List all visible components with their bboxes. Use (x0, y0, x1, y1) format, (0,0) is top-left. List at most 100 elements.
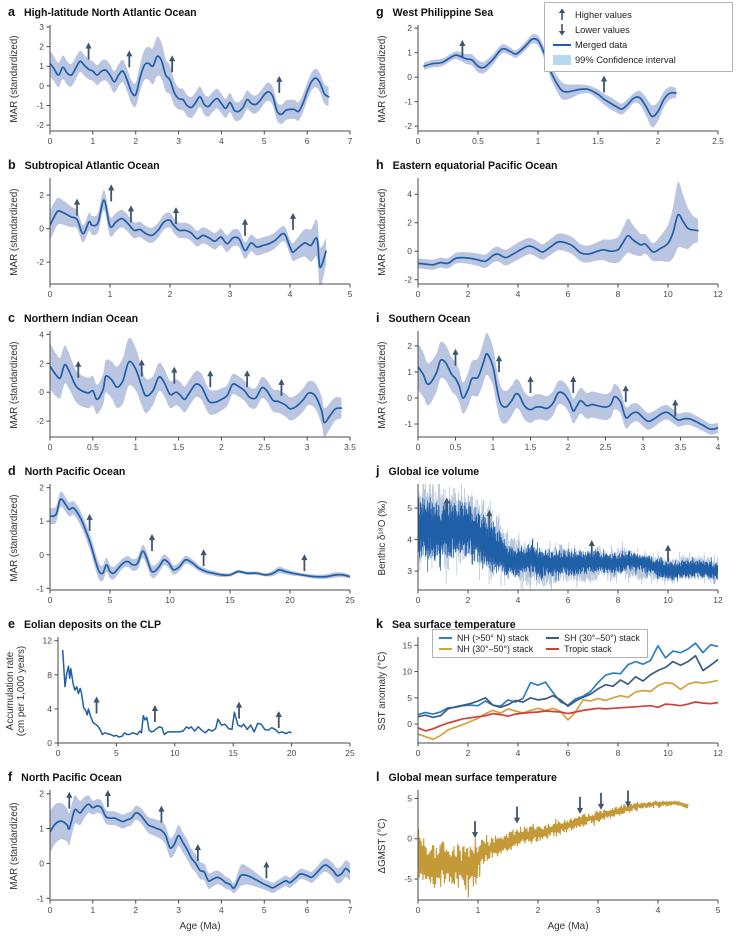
panel-h-header: h Eastern equatorial Pacific Ocean (370, 155, 738, 172)
svg-text:6: 6 (305, 905, 310, 915)
nh-mid-line-swatch (439, 647, 452, 651)
panel-letter: e (8, 617, 15, 631)
svg-text:1: 1 (39, 824, 44, 834)
panel-a-header: a High-latitude North Atlantic Ocean (2, 2, 370, 19)
panel-i-header: i Southern Ocean (370, 308, 738, 325)
panel-title: Eastern equatorial Pacific Ocean (392, 160, 558, 172)
panel-l-header: l Global mean surface temperature (370, 767, 738, 784)
svg-text:1.5: 1.5 (525, 442, 537, 452)
svg-text:0: 0 (39, 550, 44, 560)
svg-text:0: 0 (39, 858, 44, 868)
panel-k-header: k Sea surface temperature (370, 614, 738, 631)
svg-text:25: 25 (345, 595, 355, 605)
svg-text:ΔGMST (°C): ΔGMST (°C) (377, 819, 388, 874)
svg-text:4: 4 (288, 289, 293, 299)
svg-text:0: 0 (56, 748, 61, 758)
panel-j-header: j Global ice volume (370, 461, 738, 478)
chart-sea-surface-temperature: 0 2 4 6 8 10 12 0 5 10 15 SST anomaly (°C) (377, 637, 723, 758)
svg-text:12: 12 (713, 595, 723, 605)
svg-text:10: 10 (663, 595, 673, 605)
svg-text:0: 0 (407, 72, 412, 82)
panel-b: b Subtropical Atlantic Ocean 0 1 2 3 4 5 -2 0 2 MA… (2, 155, 370, 308)
chart-eolian-deposits-clp: 0 5 10 15 20 25 0 4 8 12 Accumulation rate(cm per … (5, 636, 355, 758)
svg-text:4: 4 (516, 595, 521, 605)
svg-text:1: 1 (108, 289, 113, 299)
panel-e: e Eolian deposits on the CLP 0 5 10 15 20 25 0 4… (2, 614, 370, 767)
svg-text:1: 1 (90, 905, 95, 915)
svg-text:-1: -1 (36, 583, 44, 593)
svg-text:2.5: 2.5 (712, 136, 724, 146)
svg-text:6: 6 (566, 289, 571, 299)
svg-text:25: 25 (345, 748, 355, 758)
svg-text:MAR (standardized): MAR (standardized) (9, 802, 20, 889)
panel-title: Sea surface temperature (391, 619, 516, 631)
chart-high-latitude-north-atlantic: 0 1 2 3 4 5 6 7 -2 -1 0 1 2 3 MAR (standardized) (9, 22, 353, 146)
svg-text:0: 0 (407, 834, 412, 844)
panel-c-header: c Northern Indian Ocean (2, 308, 370, 325)
svg-text:3: 3 (228, 289, 233, 299)
svg-text:1.5: 1.5 (173, 442, 185, 452)
svg-text:Age (Ma): Age (Ma) (547, 921, 588, 932)
svg-text:3: 3 (407, 566, 412, 576)
svg-text:-1: -1 (36, 100, 44, 110)
nh-high-line-swatch (439, 636, 452, 640)
legend-row-higher: Higher values (549, 7, 726, 22)
svg-text:4: 4 (656, 905, 661, 915)
svg-text:2: 2 (566, 442, 571, 452)
svg-text:0: 0 (416, 905, 421, 915)
svg-text:2: 2 (39, 789, 44, 799)
chart-global-mean-surface-temperature: 0 1 2 3 4 5 -5 0 5 ΔGMST (°C) Age (Ma) (377, 790, 721, 932)
arrow-up-icon (549, 8, 575, 21)
svg-text:8: 8 (47, 670, 52, 680)
svg-text:2: 2 (656, 136, 661, 146)
svg-text:MAR (standardized): MAR (standardized) (9, 35, 20, 122)
panel-title: Subtropical Atlantic Ocean (24, 160, 160, 172)
svg-text:2.5: 2.5 (600, 442, 612, 452)
svg-text:15: 15 (228, 748, 238, 758)
panel-d: d North Pacific Ocean 0 5 10 15 20 25 -1 0 1 2 MAR … (2, 461, 370, 614)
arrow-down-icon (549, 23, 575, 36)
svg-text:5: 5 (114, 748, 119, 758)
chart-north-pacific-ocean-d: 0 5 10 15 20 25 -1 0 1 2 MAR (standardized) (9, 483, 355, 605)
panel-letter: b (8, 158, 16, 172)
panel-letter: h (376, 158, 384, 172)
svg-text:MAR (standardized): MAR (standardized) (9, 494, 20, 581)
panel-f: f North Pacific Ocean 0 1 2 3 4 5 6 7 -1 0 1 2 MAR (s… (2, 767, 370, 935)
svg-text:MAR (standardized): MAR (standardized) (9, 341, 20, 428)
svg-text:20: 20 (287, 748, 297, 758)
svg-text:1: 1 (39, 516, 44, 526)
svg-text:10: 10 (403, 667, 413, 677)
svg-text:-2: -2 (36, 416, 44, 426)
legend-row-lower: Lower values (549, 22, 726, 37)
panel-title: Global mean surface temperature (388, 772, 557, 784)
svg-text:MAR (standardized): MAR (standardized) (377, 35, 388, 122)
legend-row-merged: Merged data (549, 37, 726, 52)
chart-global-ice-volume: 0 2 4 6 8 10 12 3 4 5 Benthic δ¹⁸O (‰) (377, 484, 723, 605)
svg-text:8: 8 (616, 748, 621, 758)
svg-text:2: 2 (466, 595, 471, 605)
panel-letter: j (376, 464, 380, 478)
svg-text:0: 0 (416, 595, 421, 605)
svg-text:4: 4 (39, 329, 44, 339)
svg-text:4: 4 (407, 535, 412, 545)
panel-g-header: g West Philippine Sea (370, 2, 738, 19)
svg-text:8: 8 (616, 289, 621, 299)
svg-text:2: 2 (407, 218, 412, 228)
svg-text:4: 4 (716, 442, 721, 452)
panel-e-header: e Eolian deposits on the CLP (2, 614, 370, 631)
panel-c: c Northern Indian Ocean 0 0.5 1 1.5 2 2.5 3 3.5 -… (2, 308, 370, 461)
svg-text:MAR (standardized): MAR (standardized) (377, 341, 388, 428)
svg-text:1: 1 (536, 136, 541, 146)
svg-text:1: 1 (39, 61, 44, 71)
svg-text:7: 7 (348, 905, 353, 915)
svg-text:0: 0 (48, 595, 53, 605)
svg-text:5: 5 (262, 136, 267, 146)
svg-text:0.5: 0.5 (450, 442, 462, 452)
svg-text:2: 2 (536, 905, 541, 915)
chart-subtropical-atlantic: 0 1 2 3 4 5 -2 0 2 MAR (standardized) (9, 178, 353, 299)
svg-text:8: 8 (616, 595, 621, 605)
svg-text:0: 0 (416, 136, 421, 146)
sst-legend-item: SH (30°–50°) stack (546, 633, 640, 643)
svg-text:-2: -2 (404, 121, 412, 131)
svg-text:6: 6 (566, 595, 571, 605)
